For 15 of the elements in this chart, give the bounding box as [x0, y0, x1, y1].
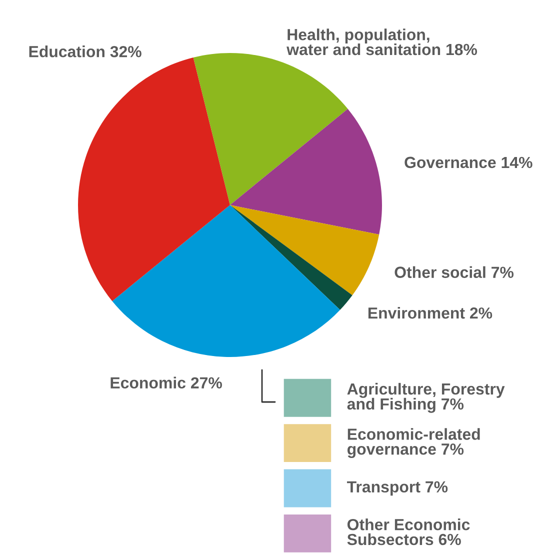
- pie-slice: [230, 205, 380, 296]
- slice-label: Health, population, water and sanitation 18%: [286, 28, 478, 56]
- category-label: Economic-related governance 7%: [347, 428, 480, 458]
- category-label: Other Economic Subsectors 6%: [347, 518, 470, 546]
- category-label: Agriculture, Forestry and Fishing 7%: [347, 382, 505, 413]
- pie-slice: [230, 205, 352, 310]
- pie-slice: [78, 58, 230, 302]
- slice-label: Education 32%: [29, 46, 142, 58]
- pie-slice: [112, 205, 340, 357]
- slice-label: Environment 2%: [368, 306, 492, 319]
- slice-label: Economic 27%: [110, 376, 222, 389]
- category-label: Transport 7%: [347, 481, 448, 496]
- slice-label: Governance 14%: [404, 156, 532, 168]
- slice-label: Other social 7%: [394, 266, 514, 278]
- pie-slice: [230, 108, 382, 235]
